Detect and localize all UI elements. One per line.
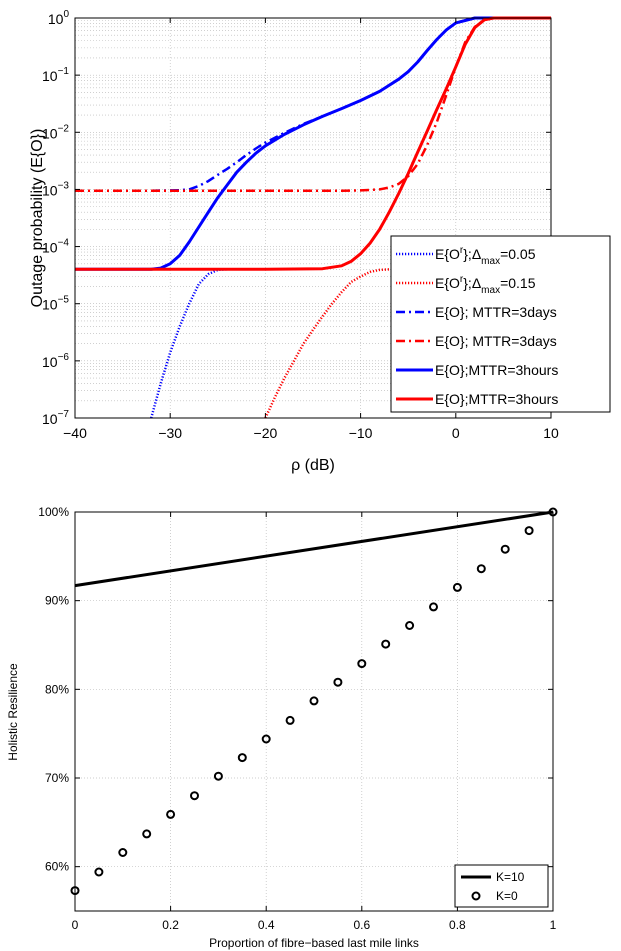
series-lines (75, 16, 551, 419)
legend-box (454, 864, 549, 908)
plot-frame (74, 17, 552, 419)
y-tick-label: 10−7 (42, 409, 69, 427)
legend: E{Or};Δmax=0.05 E{Or};Δmax=0.15 E{O}; MTTR… (390, 235, 611, 413)
tick-labels: −40 −30 −20 −10 0 10 100 10−1 10−2 10−3 10−4 10−5 10… (42, 9, 559, 441)
data-point-k0 (333, 677, 343, 687)
x-tick-label: 0.4 (258, 918, 275, 932)
legend-label: K=10 (496, 870, 525, 884)
plot-frame (74, 511, 554, 912)
data-point-k0 (381, 639, 391, 649)
tick-labels: 0 0.2 0.4 0.6 0.8 1 60% 70% 80% 90% 100% (38, 505, 556, 932)
holistic-resilience-chart: 0 0.2 0.4 0.6 0.8 1 60% 70% 80% 90% 100% Proportio… (6, 505, 558, 950)
data-point-k0 (261, 734, 271, 744)
x-tick-label: −20 (254, 425, 278, 441)
series-line-6 (75, 16, 551, 271)
data-point-k0 (285, 715, 295, 725)
data-point-k0 (405, 621, 415, 630)
series-line-k10 (74, 510, 554, 588)
x-tick-label: 10 (543, 425, 559, 441)
data-point-k0 (309, 696, 319, 706)
data-point-k0 (452, 582, 462, 592)
series-line-3 (75, 16, 551, 192)
legend-label: E{Or};Δmax=0.15 (435, 274, 536, 296)
y-tick-label: 10−6 (42, 352, 69, 370)
data-point-k0 (118, 848, 128, 857)
y-axis-label: Outage probability (E{O}) (29, 129, 46, 308)
y-axis-label: Holistic Resilience (6, 663, 20, 761)
series-line-5 (75, 16, 551, 271)
x-tick-label: 0.8 (449, 918, 466, 932)
x-tick-label: −10 (349, 425, 373, 441)
data-point-k0 (429, 602, 438, 612)
data-point-k0 (500, 544, 510, 554)
y-tick-label: 10−2 (42, 123, 69, 141)
x-tick-label: −30 (158, 425, 182, 441)
y-tick-label: 90% (45, 594, 69, 608)
legend-label: E{O};MTTR=3hours (435, 362, 558, 378)
x-axis-label: ρ (dB) (291, 457, 335, 474)
data-point-k0 (237, 753, 247, 763)
series-marks (70, 507, 558, 896)
y-tick-label: 70% (45, 771, 69, 785)
x-axis-label: Proportion of fibre−based last mile link… (209, 936, 419, 950)
x-tick-label: 0 (72, 918, 79, 932)
data-point-k0 (524, 526, 534, 536)
x-tick-label: −40 (63, 425, 87, 441)
x-tick-label: 0 (452, 425, 460, 441)
legend: K=10 K=0 (454, 864, 549, 908)
series-line-4 (75, 16, 551, 192)
y-tick-label: 10−1 (42, 66, 69, 84)
y-tick-label: 10−3 (42, 180, 69, 198)
legend-label: K=0 (496, 889, 518, 903)
x-tick-label: 0.6 (353, 918, 370, 932)
y-tick-label: 80% (45, 682, 69, 696)
legend-swatch (471, 891, 481, 901)
legend-label: E{O}; MTTR=3days (435, 304, 557, 320)
legend-label: E{O};MTTR=3hours (435, 391, 558, 407)
series-line-2 (264, 268, 399, 419)
y-tick-label: 100% (38, 505, 69, 519)
data-point-k0 (94, 867, 104, 877)
legend-label: E{O}; MTTR=3days (435, 333, 557, 349)
data-point-k0 (166, 809, 176, 819)
data-point-k0 (357, 659, 367, 669)
y-tick-label: 60% (45, 860, 69, 874)
data-point-k0 (142, 829, 152, 839)
data-point-k0 (213, 771, 223, 781)
data-point-k0 (476, 564, 486, 574)
y-tick-label: 10−5 (42, 295, 69, 313)
y-tick-label: 10−4 (42, 238, 69, 256)
legend-label: E{Or};Δmax=0.05 (435, 245, 536, 267)
series-line-1 (149, 268, 228, 419)
legend-box (390, 235, 611, 413)
x-tick-label: 1 (550, 918, 557, 932)
outage-probability-chart: −40 −30 −20 −10 0 10 100 10−1 10−2 10−3 10−4 10−5 10… (29, 9, 611, 474)
data-point-k0 (190, 791, 199, 801)
y-tick-label: 100 (48, 9, 70, 27)
x-tick-label: 0.2 (162, 918, 179, 932)
